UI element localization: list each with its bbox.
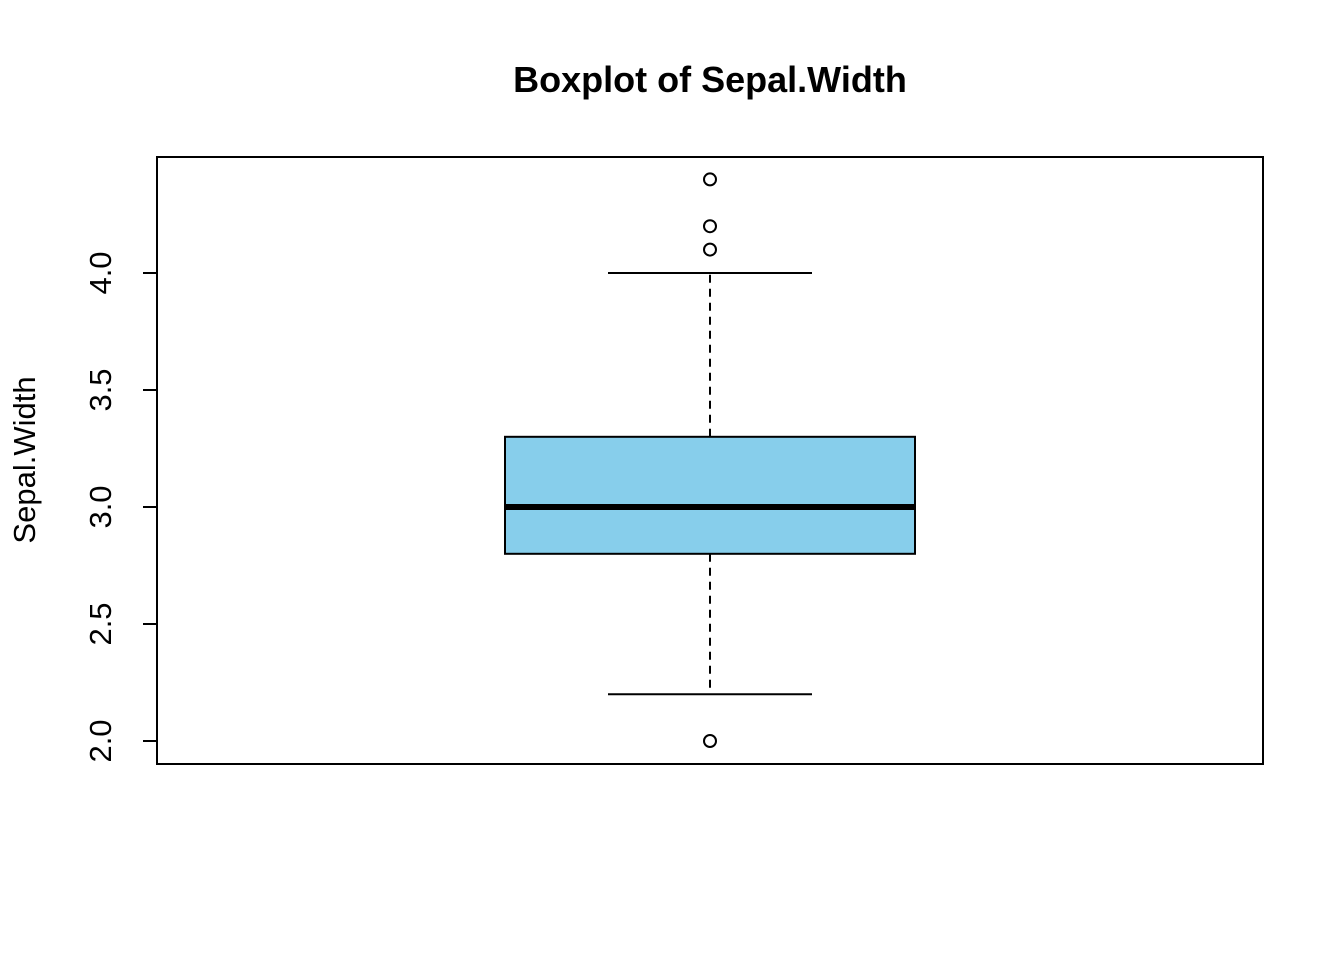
outlier-point (703, 219, 717, 234)
y-tick-label: 2.5 (83, 602, 118, 645)
chart-title: Boxplot of Sepal.Width (513, 59, 907, 100)
y-tick-label: 3.5 (83, 368, 118, 411)
outlier-point (703, 242, 717, 257)
outlier-point (703, 734, 717, 748)
y-axis-label: Sepal.Width (7, 376, 42, 543)
outlier-point (703, 172, 717, 187)
y-tick-label: 3.0 (83, 485, 118, 528)
iqr-box (504, 435, 916, 555)
y-axis: 2.0 2.5 3.0 3.5 4.0 (83, 251, 158, 763)
box-group (504, 172, 916, 748)
y-tick-label: 2.0 (83, 719, 118, 762)
y-tick-label: 4.0 (83, 251, 118, 294)
